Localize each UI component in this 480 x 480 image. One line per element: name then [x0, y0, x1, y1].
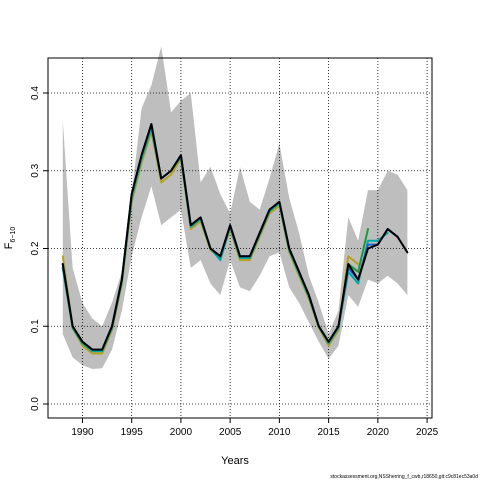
x-tick-label: 2000 — [170, 427, 193, 438]
x-tick-label: 2025 — [416, 427, 439, 438]
confidence-band — [62, 46, 408, 370]
x-tick-label: 2020 — [367, 427, 390, 438]
y-tick-label: 0.0 — [30, 397, 41, 411]
x-axis-title: Years — [221, 455, 249, 467]
x-tick-label: 1995 — [121, 427, 144, 438]
y-tick-label: 0.3 — [30, 163, 41, 177]
y-tick-label: 0.4 — [30, 86, 41, 100]
y-tick-label: 0.2 — [30, 241, 41, 255]
confidence-band-layer — [62, 46, 408, 370]
y-axis-title: F6−10 — [3, 227, 17, 250]
x-tick-label: 2015 — [317, 427, 340, 438]
svg-text:F6−10: F6−10 — [3, 227, 17, 250]
x-tick-label: 1990 — [71, 427, 94, 438]
footer-caption: stockassessment.org,NSSherring_f_cwb,r18… — [330, 474, 478, 480]
series-line — [61, 123, 409, 351]
x-tick-label: 2005 — [219, 427, 242, 438]
y-axis-title-main: F — [3, 242, 15, 249]
y-axis-title-subscript: 6−10 — [10, 227, 17, 243]
y-tick-label: 0.1 — [30, 319, 41, 333]
plot-frame — [47, 57, 433, 419]
axis-layer: 1990 1995 2000 2005 2010 2015 2020 2025 0.0 0.1 0.… — [30, 86, 439, 438]
x-tick-label: 2010 — [268, 427, 291, 438]
series-layer — [61, 123, 409, 355]
